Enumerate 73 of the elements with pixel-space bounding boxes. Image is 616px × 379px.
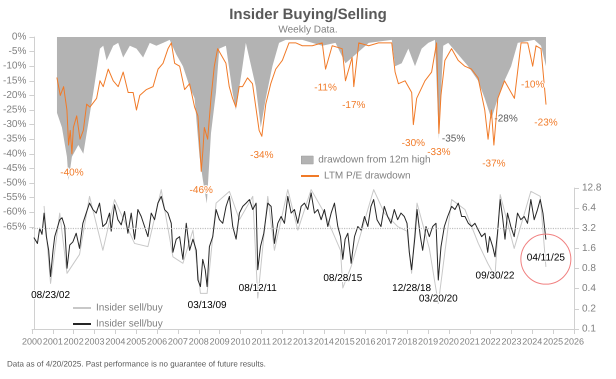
x-tick-label: 2023: [501, 336, 522, 346]
x-tick-label: 2001: [42, 336, 63, 346]
x-tick-label: 2016: [356, 336, 376, 346]
x-tick-label: 2025: [543, 336, 564, 346]
y2-tick-label: 0.2: [582, 303, 596, 314]
data-label: -35%: [442, 134, 466, 145]
x-tick-label: 2005: [126, 336, 146, 346]
data-label: 12/28/18: [392, 283, 432, 294]
chart-title: Insider Buying/Selling: [229, 6, 387, 23]
data-label: -30%: [402, 138, 426, 150]
y-tick-label: -55%: [2, 192, 26, 204]
data-label: -10%: [521, 80, 544, 91]
x-tick-label: 2022: [480, 336, 501, 346]
y2-tick-label: 12.8: [582, 182, 602, 194]
y-tick-label: -65%: [2, 221, 26, 232]
data-label: -11%: [314, 82, 337, 94]
x-tick-label: 2006: [147, 336, 168, 346]
data-label: 08/12/11: [238, 283, 278, 294]
y-tick-label: -10%: [2, 60, 26, 72]
chart-subtitle: Weekly Data.: [278, 24, 338, 36]
y-tick-label: -30%: [2, 119, 26, 130]
y2-tick-label: 0.8: [582, 263, 596, 274]
y2-tick-label: 0.1: [582, 324, 596, 334]
x-tick-label: 2013: [292, 336, 314, 346]
x-tick-label: 2019: [418, 336, 438, 346]
y2-tick-label: 1.6: [582, 242, 596, 254]
x-tick-label: 2014: [314, 336, 334, 346]
data-label: -46%: [190, 184, 213, 196]
x-tick-label: 2004: [105, 336, 126, 346]
x-tick-label: 2010: [230, 336, 250, 346]
y-tick-label: -20%: [2, 90, 26, 101]
x-tick-label: 2020: [438, 336, 459, 346]
legend-label: Insider sell/buy: [96, 318, 163, 330]
y-tick-label: -35%: [2, 134, 26, 145]
x-tick-label: 2015: [334, 336, 355, 346]
data-label: 03/13/09: [188, 300, 228, 312]
y-tick-label: -5%: [8, 46, 26, 58]
data-label: -23%: [534, 118, 558, 129]
data-label: -40%: [60, 167, 84, 178]
data-label: 08/28/15: [323, 272, 363, 284]
y-tick-label: -15%: [2, 75, 26, 86]
x-tick-label: 2002: [64, 336, 84, 346]
text: Data as of 4/20/2025. Past performance is no guarantee of future results.: [7, 360, 266, 368]
x-tick-label: 2024: [522, 336, 542, 346]
data-label: 08/23/02: [31, 290, 70, 301]
x-tick-label: 2008: [188, 336, 209, 346]
y-tick-label: 0%: [12, 32, 26, 42]
y2-tick-label: 3.2: [582, 222, 596, 234]
x-tick-label: 2003: [84, 336, 105, 346]
y-tick-label: -50%: [2, 178, 26, 188]
data-label: 03/20/20: [418, 293, 458, 304]
x-tick-label: 2009: [210, 336, 230, 346]
x-tick-label: 2018: [397, 336, 418, 346]
y-tick-label: -45%: [2, 162, 26, 174]
y-tick-label: -60%: [2, 206, 26, 218]
x-tick-label: 2017: [376, 336, 396, 346]
y2-tick-label: 0.4: [582, 283, 596, 294]
x-tick-label: 2000: [22, 336, 42, 346]
data-label: -34%: [250, 150, 274, 161]
data-label: -17%: [342, 100, 366, 112]
x-tick-label: 2021: [460, 336, 480, 346]
y-tick-label: -40%: [2, 148, 26, 160]
data-label: -37%: [482, 158, 506, 170]
y-tick-label: -25%: [2, 104, 26, 116]
data-label: 04/11/25: [526, 252, 566, 264]
x-tick-label: 2012: [272, 336, 292, 346]
x-tick-label: 2026: [564, 336, 584, 346]
x-tick-label: 2007: [168, 336, 188, 346]
legend-label: LTM P/E drawdown: [324, 170, 411, 182]
data-label: 09/30/22: [476, 270, 515, 282]
x-tick-label: 2011: [252, 336, 271, 346]
y2-tick-label: 6.4: [582, 202, 596, 214]
legend-label: Insider sell/buy: [96, 302, 163, 314]
